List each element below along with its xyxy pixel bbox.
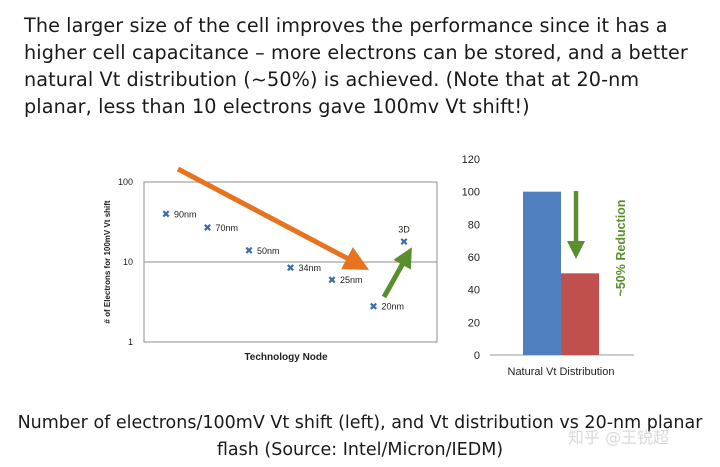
- right-y-tick-label: 0: [474, 350, 480, 362]
- left-data-point: [400, 238, 408, 246]
- vt-distribution-chart: 0 20 40 60 80 100 120 ~50% Reduction Natural V…: [462, 154, 634, 378]
- right-chart-x-axis-label: Natural Vt Distribution: [508, 366, 615, 378]
- left-y-tick-label: 1: [128, 337, 133, 347]
- left-chart-y-ticks: 1 10 100: [118, 177, 133, 347]
- figure-caption: Number of electrons/100mV Vt shift (left…: [17, 413, 703, 460]
- right-y-tick-label: 40: [468, 285, 480, 297]
- left-data-point: [245, 246, 253, 254]
- left-point-label: 25nm: [340, 275, 363, 285]
- left-point-label: 3D: [398, 225, 410, 235]
- right-chart-bars: [523, 191, 599, 355]
- right-y-tick-label: 100: [462, 187, 480, 199]
- right-y-tick-label: 120: [462, 154, 480, 166]
- left-chart-points: 90nm 70nm 50nm 34nm 25nm 20nm 3D: [162, 209, 410, 312]
- left-data-point: [328, 276, 336, 284]
- zhihu-watermark: 知乎 @王锐超: [568, 428, 670, 447]
- orange-trend-arrow: [176, 166, 370, 270]
- left-data-point: [370, 302, 377, 310]
- right-bar: [523, 191, 561, 355]
- left-chart-x-axis-label: Technology Node: [244, 352, 328, 363]
- right-y-tick-label: 20: [468, 317, 480, 329]
- left-chart-y-axis-label: # of Electrons for 100mV Vt shift: [103, 200, 112, 323]
- left-point-label: 50nm: [257, 246, 280, 256]
- left-point-label: 70nm: [216, 223, 239, 233]
- right-y-tick-label: 60: [468, 252, 480, 264]
- left-data-point: [162, 210, 170, 218]
- right-bar: [561, 273, 599, 355]
- left-data-point: [287, 264, 294, 272]
- intro-paragraph: The larger size of the cell improves the…: [24, 14, 688, 118]
- left-y-tick-label: 10: [123, 257, 133, 267]
- left-point-label: 34nm: [299, 263, 322, 273]
- left-data-point: [204, 224, 211, 231]
- left-point-label: 20nm: [382, 302, 405, 312]
- left-chart-plot-frame: [143, 181, 438, 343]
- green-improvement-arrow: [381, 247, 412, 299]
- electrons-per-vt-shift-chart: 1 10 100 # of Electrons for 100mV Vt shift…: [103, 166, 438, 363]
- left-chart-gridlines: [144, 181, 437, 343]
- right-chart-y-ticks: 0 20 40 60 80 100 120: [462, 154, 480, 362]
- left-y-tick-label: 100: [118, 177, 133, 187]
- reduction-annotation: ~50% Reduction: [614, 200, 628, 297]
- right-y-tick-label: 80: [468, 219, 480, 231]
- left-point-label: 90nm: [174, 209, 197, 219]
